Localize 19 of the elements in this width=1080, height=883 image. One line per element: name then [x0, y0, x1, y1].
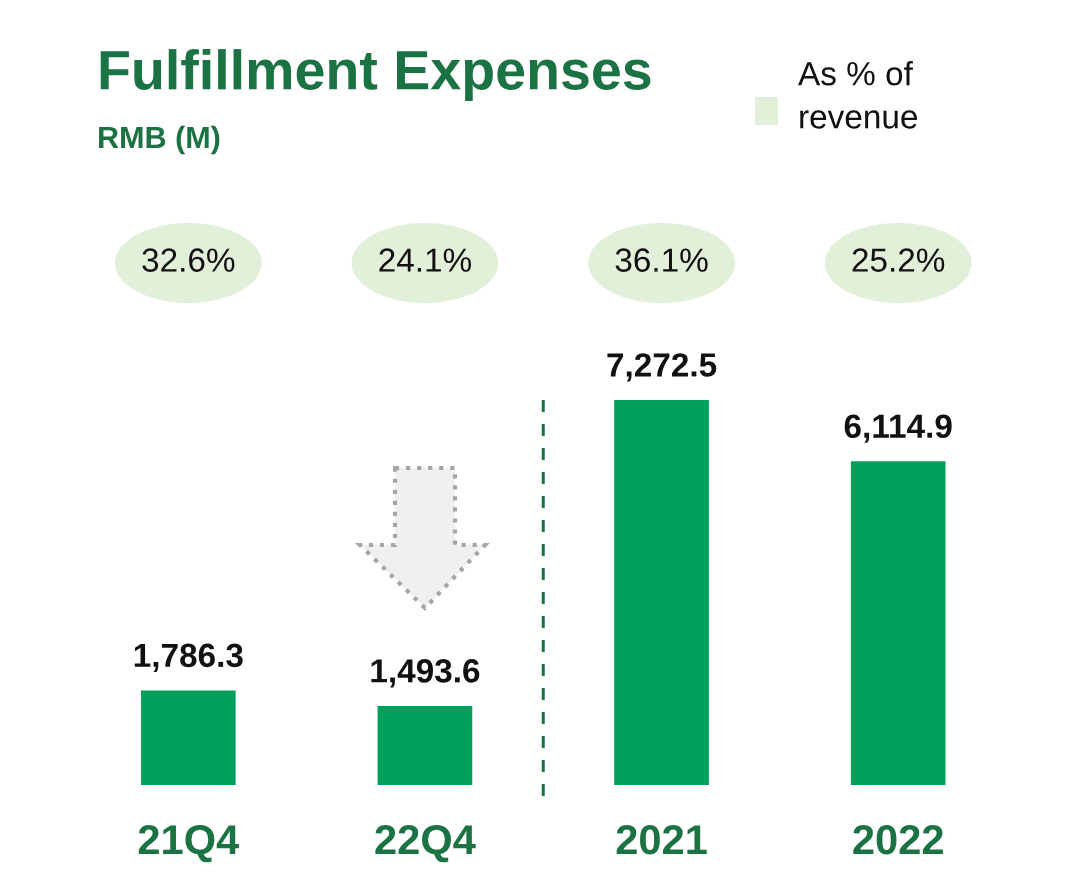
text: 25.2%	[852, 248, 945, 272]
x-tick-label: 21Q4	[138, 824, 240, 863]
x-tick-label: 2021	[616, 824, 707, 855]
bar	[140, 690, 236, 785]
text: 32.6%	[142, 248, 235, 272]
data-label: 6,114.9	[844, 414, 952, 443]
bar	[377, 705, 473, 785]
legend-title: As % of revenue	[798, 61, 917, 129]
chart-title: Fulfillment Expenses	[100, 49, 651, 101]
x-tick-label: 22Q4	[375, 824, 476, 863]
x-tick-label: 2022	[853, 824, 943, 855]
bar	[614, 400, 709, 785]
data-label: 1,786.3	[134, 643, 243, 673]
data-label: 7,272.5	[607, 353, 717, 382]
text: 24.1%	[379, 248, 472, 272]
chart-subtitle: RMB (M)	[99, 125, 220, 155]
text: 36.1%	[615, 248, 708, 272]
data-label: 1,493.6	[371, 659, 480, 688]
bar	[850, 461, 946, 785]
